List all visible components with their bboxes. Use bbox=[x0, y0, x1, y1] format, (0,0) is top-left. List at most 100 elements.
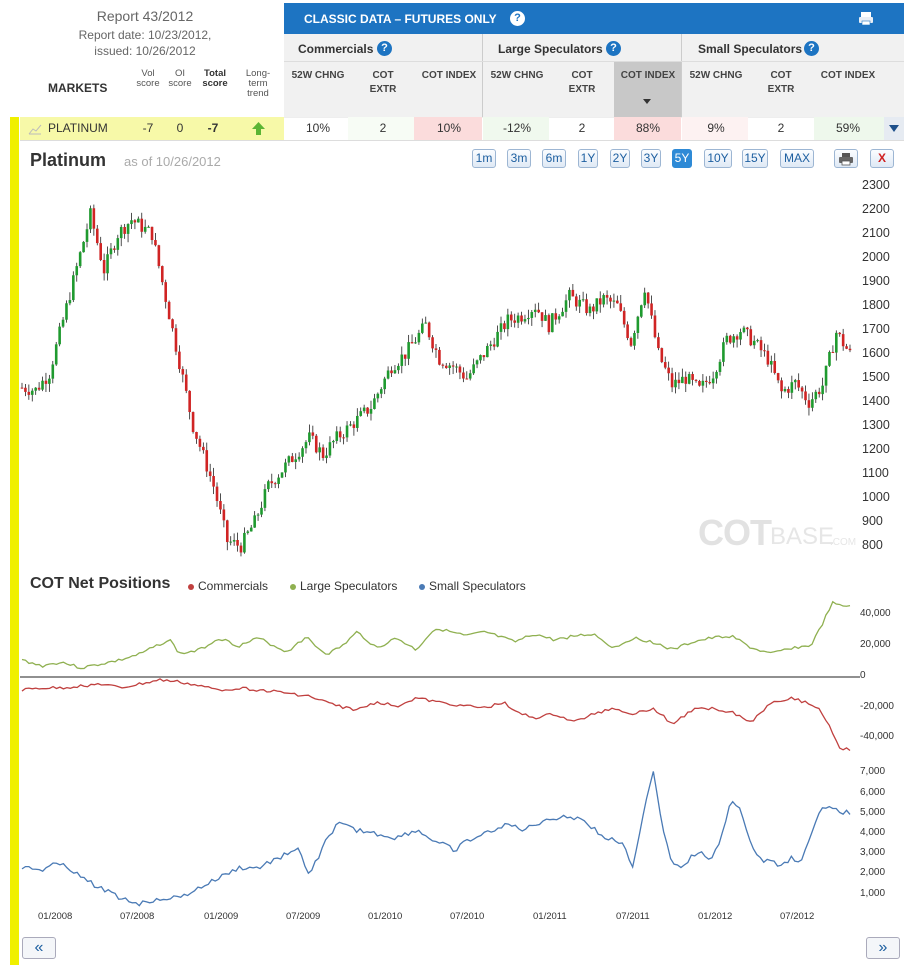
large-help-icon[interactable]: ? bbox=[606, 41, 621, 56]
candle-body bbox=[280, 472, 284, 478]
lg-52w-header[interactable]: 52W CHNG bbox=[490, 70, 544, 81]
legend-commercials[interactable]: Commercials bbox=[188, 579, 268, 593]
candle-body bbox=[790, 382, 794, 393]
price-tick: 1300 bbox=[862, 418, 890, 432]
candle-body bbox=[687, 374, 691, 384]
candle-body bbox=[756, 340, 759, 342]
candle-body bbox=[732, 336, 735, 343]
candle-body bbox=[438, 349, 441, 365]
platinum-row[interactable] bbox=[0, 117, 911, 140]
range-button-15y[interactable]: 15Y bbox=[742, 149, 768, 168]
candle-body bbox=[465, 378, 469, 380]
sm-52w-header[interactable]: 52W CHNG bbox=[689, 70, 743, 81]
legend-small-speculators[interactable]: Small Speculators bbox=[419, 579, 526, 593]
lg-index-header[interactable]: COT INDEX bbox=[620, 70, 676, 81]
range-button-6m[interactable]: 6m bbox=[542, 149, 566, 168]
candle-body bbox=[260, 507, 263, 515]
vol-score-header: Vol score bbox=[136, 68, 160, 89]
candle-body bbox=[817, 391, 821, 395]
candle-body bbox=[61, 319, 65, 327]
candle-body bbox=[626, 324, 629, 339]
close-chart-button[interactable]: X bbox=[870, 149, 894, 168]
candle-body bbox=[301, 448, 304, 457]
candle-body bbox=[773, 361, 777, 374]
candle-body bbox=[578, 299, 582, 307]
candle-body bbox=[273, 483, 277, 485]
price-tick: 2200 bbox=[862, 202, 890, 216]
candle-body bbox=[202, 446, 205, 451]
candle-body bbox=[421, 323, 424, 333]
next-button[interactable]: » bbox=[866, 937, 900, 959]
commercials-line bbox=[21, 678, 851, 752]
candle-body bbox=[27, 391, 31, 395]
cot-index-sorted-col[interactable] bbox=[614, 62, 681, 117]
sm-index-header[interactable]: COT INDEX bbox=[820, 70, 876, 81]
candle-body bbox=[349, 424, 352, 426]
candle-body bbox=[804, 391, 807, 401]
candle-body bbox=[482, 355, 486, 358]
x-axis-tick: 07/2008 bbox=[120, 911, 155, 922]
candle-body bbox=[763, 350, 766, 352]
banner-help-icon[interactable]: ? bbox=[510, 11, 525, 26]
candle-body bbox=[588, 306, 592, 314]
candle-body bbox=[704, 380, 708, 383]
candle-body bbox=[533, 309, 537, 313]
x-axis-tick: 07/2010 bbox=[450, 911, 485, 922]
candle-body bbox=[776, 373, 780, 381]
candle-body bbox=[448, 365, 451, 368]
candle-body bbox=[85, 229, 89, 242]
range-button-5y[interactable]: 5Y bbox=[672, 149, 692, 168]
candle-body bbox=[431, 337, 434, 349]
range-button-1m[interactable]: 1m bbox=[472, 149, 496, 168]
commercials-help-icon[interactable]: ? bbox=[377, 41, 392, 56]
markets-header: MARKETS bbox=[48, 81, 108, 95]
candle-body bbox=[479, 355, 482, 361]
range-button-max[interactable]: MAX bbox=[780, 149, 814, 168]
candle-body bbox=[72, 275, 75, 301]
candle-body bbox=[646, 292, 650, 304]
candle-body bbox=[34, 387, 37, 391]
vol-score: -7 bbox=[142, 121, 154, 135]
candle-body bbox=[390, 370, 393, 374]
com-52w-header[interactable]: 52W CHNG bbox=[291, 70, 345, 81]
range-button-1y[interactable]: 1Y bbox=[578, 149, 598, 168]
small-help-icon[interactable]: ? bbox=[804, 41, 819, 56]
sm-extr-header[interactable]: COT EXTR bbox=[767, 70, 795, 95]
prev-button[interactable]: « bbox=[22, 937, 56, 959]
print-icon[interactable] bbox=[858, 11, 874, 29]
candle-body bbox=[797, 380, 800, 388]
x-axis-tick: 01/2009 bbox=[204, 911, 239, 922]
range-button-3m[interactable]: 3m bbox=[507, 149, 531, 168]
candle-body bbox=[766, 350, 770, 365]
print-chart-button[interactable] bbox=[834, 149, 858, 168]
expand-row-button[interactable] bbox=[884, 117, 904, 140]
net-tick: 7,000 bbox=[860, 766, 886, 777]
candle-body bbox=[506, 314, 510, 330]
candle-body bbox=[37, 387, 41, 390]
candle-body bbox=[58, 326, 61, 345]
net-tick: 4,000 bbox=[860, 827, 886, 838]
legend-large-speculators[interactable]: Large Speculators bbox=[290, 579, 397, 593]
com-index-header[interactable]: COT INDEX bbox=[421, 70, 477, 81]
candle-body bbox=[20, 387, 24, 389]
net-tick: 3,000 bbox=[860, 847, 886, 858]
candle-body bbox=[551, 313, 554, 333]
net-tick: 5,000 bbox=[860, 807, 886, 818]
selection-bar bbox=[10, 117, 19, 965]
candle-body bbox=[694, 379, 698, 381]
market-name[interactable]: PLATINUM bbox=[48, 121, 108, 135]
candle-body bbox=[660, 348, 664, 363]
range-button-3y[interactable]: 3Y bbox=[641, 149, 661, 168]
candle-body bbox=[267, 481, 270, 490]
lg-extr-header[interactable]: COT EXTR bbox=[568, 70, 596, 95]
candle-body bbox=[249, 527, 253, 532]
sm-chng-value: 9% bbox=[707, 121, 725, 135]
range-button-2y[interactable]: 2Y bbox=[610, 149, 630, 168]
candle-body bbox=[824, 365, 828, 386]
candle-body bbox=[499, 323, 503, 332]
candle-body bbox=[807, 400, 811, 408]
com-extr-header[interactable]: COT EXTR bbox=[369, 70, 397, 95]
candle-body bbox=[639, 305, 643, 317]
range-button-10y[interactable]: 10Y bbox=[704, 149, 732, 168]
candle-body bbox=[54, 344, 58, 365]
